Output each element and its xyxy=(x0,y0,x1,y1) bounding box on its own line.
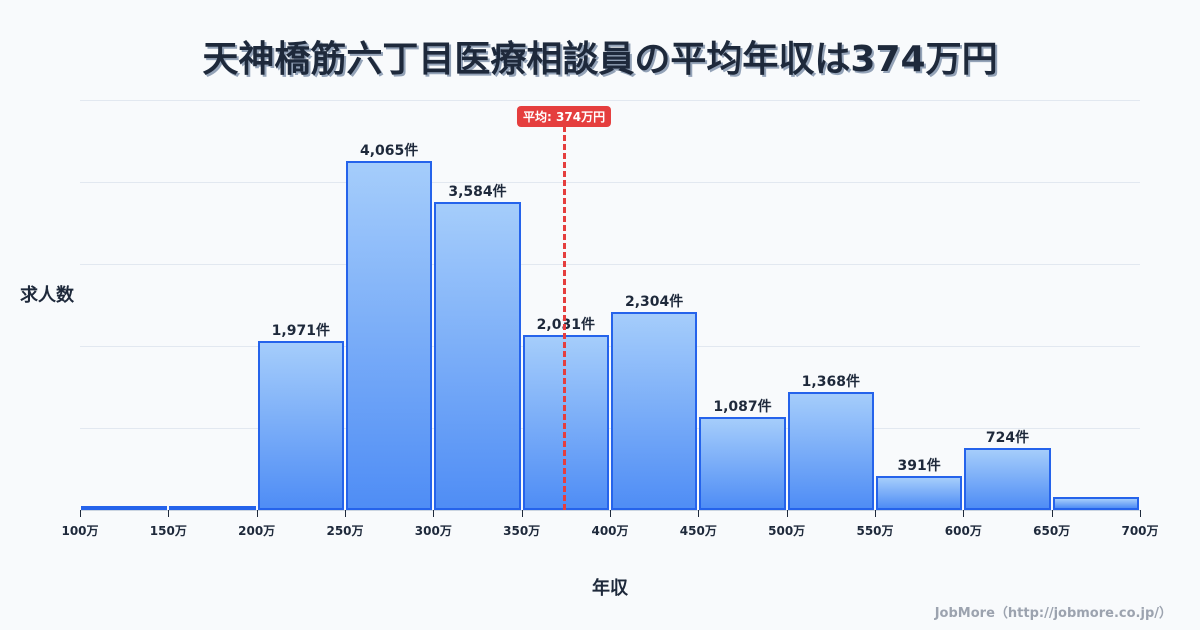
x-tick xyxy=(345,510,346,517)
x-tick-label: 400万 xyxy=(591,524,629,538)
histogram-bar xyxy=(434,201,521,510)
x-tick-label: 100万 xyxy=(61,524,99,538)
x-tick-label: 700万 xyxy=(1121,524,1159,538)
x-tick xyxy=(1051,510,1053,517)
x-tick-label: 200万 xyxy=(238,524,276,538)
bar-value-label: 724件 xyxy=(985,429,1030,446)
gridline xyxy=(80,182,1140,183)
x-tick xyxy=(80,510,81,517)
bar-value-label: 1,087件 xyxy=(713,398,772,415)
histogram-plot: 1,971件 4,065件 3,584件 2,031件 2,304件 1,087件 1,36… xyxy=(61,100,1159,538)
histogram-bar xyxy=(257,340,344,510)
x-tick xyxy=(786,510,788,517)
x-tick-label: 650万 xyxy=(1033,524,1071,538)
x-tick xyxy=(698,510,700,517)
histogram-bar xyxy=(169,505,256,510)
x-tick-label: 600万 xyxy=(944,524,982,538)
bar-value-label: 3,584件 xyxy=(448,183,507,200)
x-tick xyxy=(875,510,876,517)
x-axis-label: 年収 xyxy=(592,578,628,599)
bar-value-label: 391件 xyxy=(897,458,941,475)
histogram-bar xyxy=(964,447,1051,510)
histogram-bar xyxy=(611,311,698,510)
histogram-bar xyxy=(346,160,433,510)
bar-value-label: 2,304件 xyxy=(625,293,684,310)
histogram-bar xyxy=(787,392,874,510)
x-tick-label: 500万 xyxy=(768,524,806,538)
x-tick xyxy=(963,510,965,517)
x-tick-label: 300万 xyxy=(414,524,452,538)
bar-value-label: 4,065件 xyxy=(360,142,419,159)
bar-value-label: 1,368件 xyxy=(801,374,860,391)
x-tick xyxy=(433,510,435,517)
gridline xyxy=(80,428,1140,429)
average-badge: 平均: 374万円 xyxy=(517,106,612,127)
x-tick-label: 550万 xyxy=(856,524,894,538)
histogram-bar xyxy=(81,506,168,510)
gridline xyxy=(80,346,1140,347)
x-tick-label: 250万 xyxy=(326,524,364,538)
x-tick-label: 350万 xyxy=(503,524,541,538)
chart-title: 天神橋筋六丁目医療相談員の平均年収は374万円 xyxy=(202,39,998,80)
histogram-bar xyxy=(1052,497,1139,510)
gridline xyxy=(80,264,1140,265)
gridline xyxy=(80,100,1140,101)
bar-value-label: 1,971件 xyxy=(271,322,330,339)
y-axis-label: 求人数 xyxy=(20,285,74,306)
credit-text: JobMore（http://jobmore.co.jp/） xyxy=(934,606,1172,621)
x-tick xyxy=(256,510,258,517)
x-tick xyxy=(521,510,523,517)
x-tick-label: 150万 xyxy=(149,524,187,538)
average-line xyxy=(563,126,567,510)
x-tick xyxy=(168,510,170,517)
x-tick xyxy=(1140,510,1141,517)
x-tick-label: 450万 xyxy=(679,524,717,538)
histogram-bar xyxy=(876,476,963,510)
histogram-bar xyxy=(699,416,786,510)
x-tick xyxy=(610,510,611,517)
